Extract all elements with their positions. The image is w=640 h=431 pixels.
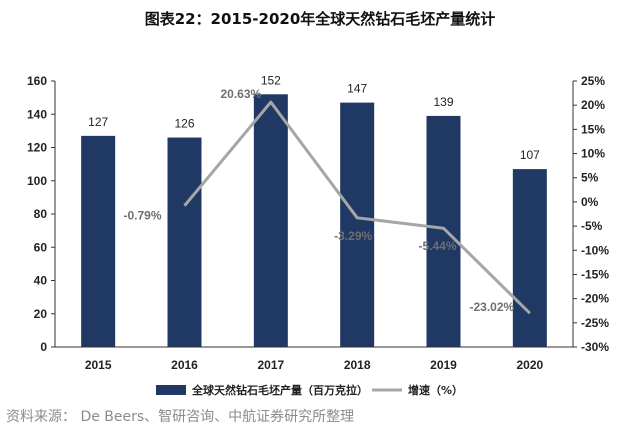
legend-label-line: 增速（%） xyxy=(408,383,463,397)
right-tick-label: -25% xyxy=(581,316,609,330)
source-note: 资料来源： De Beers、智研咨询、中航证券研究所整理 xyxy=(6,409,355,425)
growth-label-2017: 20.63% xyxy=(220,87,261,101)
bar-2019 xyxy=(426,115,461,347)
right-tick-label: 20% xyxy=(581,98,605,112)
left-tick-label: 20 xyxy=(34,307,48,321)
bar-value-label-2020: 107 xyxy=(520,148,540,162)
right-tick-label: -20% xyxy=(581,292,609,306)
x-tick-label-2017: 2017 xyxy=(257,358,284,372)
growth-line xyxy=(183,100,531,315)
right-tick-label: 10% xyxy=(581,147,605,161)
right-tick-label: 0% xyxy=(581,195,599,209)
bar-2015 xyxy=(81,135,116,347)
bar-value-label-2017: 152 xyxy=(261,73,281,87)
legend-label-bars: 全球天然钻石毛坯产量（百万克拉） xyxy=(191,383,368,397)
growth-label-2019: -5.44% xyxy=(418,239,456,253)
right-tick-label: -15% xyxy=(581,267,609,281)
left-tick-label: 140 xyxy=(27,107,47,121)
legend-swatch-bars xyxy=(156,385,186,395)
bar-2018 xyxy=(340,102,375,347)
left-tick-label: 100 xyxy=(27,174,47,188)
right-tick-label: -5% xyxy=(581,219,603,233)
right-tick-label: 25% xyxy=(581,74,605,88)
right-tick-label: -10% xyxy=(581,243,609,257)
bar-2017 xyxy=(253,94,288,347)
x-tick-label-2019: 2019 xyxy=(430,358,457,372)
left-tick-label: 80 xyxy=(34,207,48,221)
x-tick-label-2020: 2020 xyxy=(516,358,543,372)
left-tick-label: 60 xyxy=(34,240,48,254)
x-tick-label-2018: 2018 xyxy=(344,358,371,372)
bar-2016 xyxy=(167,137,202,347)
left-tick-label: 0 xyxy=(40,340,47,354)
x-tick-label-2016: 2016 xyxy=(171,358,198,372)
growth-label-2020: -23.02% xyxy=(469,300,514,314)
bar-value-label-2019: 139 xyxy=(433,95,453,109)
x-tick-label-2015: 2015 xyxy=(85,358,112,372)
bar-value-label-2016: 126 xyxy=(174,117,194,131)
left-tick-label: 40 xyxy=(34,274,48,288)
right-tick-label: 5% xyxy=(581,171,599,185)
chart-title: 图表22：2015-2020年全球天然钻石毛坯产量统计 xyxy=(144,10,496,28)
right-tick-label: -30% xyxy=(581,340,609,354)
right-tick-label: 15% xyxy=(581,122,605,136)
growth-label-2016: -0.79% xyxy=(123,209,161,223)
growth-label-2018: -3.29% xyxy=(334,229,372,243)
left-tick-label: 160 xyxy=(27,74,47,88)
bar-value-label-2018: 147 xyxy=(347,82,367,96)
bar-2020 xyxy=(512,169,547,347)
bar-value-label-2015: 127 xyxy=(88,115,108,129)
left-tick-label: 120 xyxy=(27,141,47,155)
